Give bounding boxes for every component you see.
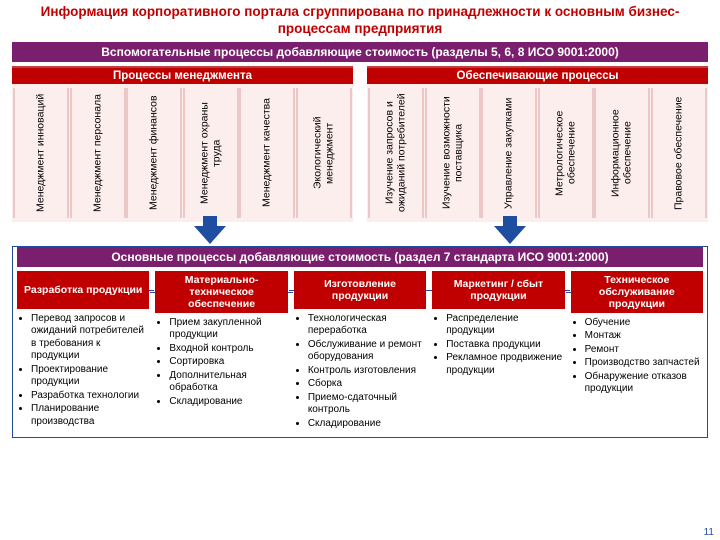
down-arrow-icon [194, 226, 226, 244]
list-item: Дополнительная обработка [169, 370, 285, 395]
support-item: Информационное обеспечение [595, 88, 650, 218]
list-item: Контроль изготовления [308, 365, 424, 378]
list-item: Входной контроль [169, 343, 285, 356]
list-item: Рекламное продвижение продукции [446, 352, 562, 377]
support-item: Изучение запросов и ожиданий потребителе… [369, 88, 424, 218]
list-item: Сборка [308, 378, 424, 391]
arrow-row [0, 222, 720, 244]
col-body: Перевод запросов и ожиданий потребителей… [17, 309, 149, 432]
main-columns: Разработка продукции Перевод запросов и … [17, 271, 703, 434]
col-body: Прием закупленной продукции Входной конт… [155, 313, 287, 412]
col-body: Распределение продукции Поставка продукц… [432, 309, 564, 381]
mgmt-item: Менеджмент финансов [127, 88, 182, 218]
list-item: Планирование производства [31, 403, 147, 428]
list-item: Приемо-сдаточный контроль [308, 392, 424, 417]
support-items: Изучение запросов и ожиданий потребителе… [367, 88, 708, 218]
col-marketing: Маркетинг / сбыт продукции Распределение… [432, 271, 564, 434]
list-item: Технологическая переработка [308, 313, 424, 338]
support-title: Обеспечивающие процессы [367, 68, 708, 84]
col-head: Маркетинг / сбыт продукции [432, 271, 564, 309]
mgmt-item: Менеджмент инноваций [14, 88, 69, 218]
list-item: Разработка технологии [31, 390, 147, 403]
list-item: Складирование [169, 396, 285, 409]
list-item: Поставка продукции [446, 339, 562, 352]
col-manufacturing: Изготовление продукции Технологическая п… [294, 271, 426, 434]
list-item: Обучение [585, 317, 701, 330]
col-development: Разработка продукции Перевод запросов и … [17, 271, 149, 434]
list-item: Ремонт [585, 344, 701, 357]
list-item: Обнаружение отказов продукции [585, 371, 701, 396]
main-processes-box: Основные процессы добавляющие стоимость … [12, 246, 708, 439]
mgmt-item: Менеджмент качества [240, 88, 295, 218]
list-item: Складирование [308, 418, 424, 431]
col-head: Техническое обслуживание продукции [571, 271, 703, 313]
list-item: Проектирование продукции [31, 364, 147, 389]
support-item: Правовое обеспечение [652, 88, 707, 218]
page-title: Информация корпоративного портала сгрупп… [0, 0, 720, 40]
mgmt-item: Менеджмент охраны труда [184, 88, 239, 218]
page-number: 11 [704, 527, 714, 538]
col-head: Материально-техническое обеспечение [155, 271, 287, 313]
col-head: Изготовление продукции [294, 271, 426, 309]
main-processes-band: Основные процессы добавляющие стоимость … [17, 247, 703, 267]
support-item: Управление закупками [482, 88, 537, 218]
aux-processes-band: Вспомогательные процессы добавляющие сто… [12, 42, 708, 62]
list-item: Обслуживание и ремонт оборудования [308, 339, 424, 364]
mgmt-item: Экологический менеджмент [297, 88, 352, 218]
list-item: Сортировка [169, 356, 285, 369]
col-body: Обучение Монтаж Ремонт Производство запч… [571, 313, 703, 399]
upper-section: Процессы менеджмента Менеджмент инноваци… [0, 64, 720, 222]
list-item: Монтаж [585, 330, 701, 343]
supporting-processes: Обеспечивающие процессы Изучение запросо… [367, 66, 708, 222]
col-material: Материально-техническое обеспечение Прие… [155, 271, 287, 434]
support-item: Метрологическое обеспечение [539, 88, 594, 218]
support-item: Изучение возможности поставщика [426, 88, 481, 218]
mgmt-item: Менеджмент персонала [71, 88, 126, 218]
col-body: Технологическая переработка Обслуживание… [294, 309, 426, 434]
col-head: Разработка продукции [17, 271, 149, 309]
mgmt-items: Менеджмент инноваций Менеджмент персонал… [12, 88, 353, 218]
col-service: Техническое обслуживание продукции Обуче… [571, 271, 703, 434]
mgmt-title: Процессы менеджмента [12, 68, 353, 84]
list-item: Перевод запросов и ожиданий потребителей… [31, 313, 147, 363]
list-item: Прием закупленной продукции [169, 317, 285, 342]
management-processes: Процессы менеджмента Менеджмент инноваци… [12, 66, 353, 222]
down-arrow-icon [494, 226, 526, 244]
list-item: Распределение продукции [446, 313, 562, 338]
list-item: Производство запчастей [585, 357, 701, 370]
